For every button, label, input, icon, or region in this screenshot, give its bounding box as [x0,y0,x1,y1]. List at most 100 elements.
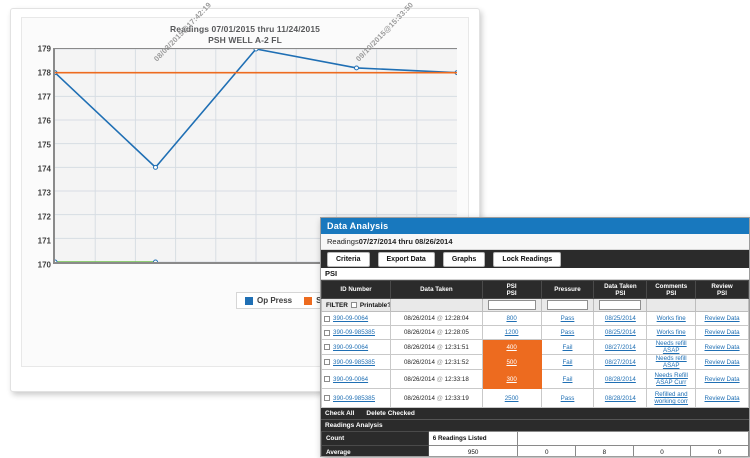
data-taken-psi-link[interactable]: 08/25/2014 [604,315,636,322]
column-header[interactable]: Data Taken [390,280,483,299]
summary-value: 950 [427,445,519,456]
id-number-link[interactable]: 390-09-0064 [333,343,369,351]
row-select-checkbox[interactable] [324,359,330,365]
data-taken-psi-link[interactable]: 08/28/2014 [604,375,636,383]
table-action-bar: Check All Delete Checked [321,408,749,419]
cell-data-taken-psi: 08/25/2014 [593,311,648,326]
comments-link[interactable]: Works fine [656,315,686,322]
cell-id-number: 390-09-0064 [321,369,392,389]
filter-input[interactable] [546,300,589,310]
dialog-date-range: 07/27/2014 thru 08/26/2014 [358,237,453,246]
review-data-link[interactable]: Review Data [704,343,740,351]
column-header-line1: Pressure [554,286,581,293]
filter-cell-empty [390,298,483,312]
chart-y-tick: 174 [37,164,51,174]
review-data-link[interactable]: Review Data [704,329,740,336]
filter-row: FILTER Printable? [321,298,749,312]
table-row: 390-09-985385 08/26/2014 @ 12:33:19 2500 Pa… [321,388,749,408]
filter-cell [646,298,697,312]
table-header-row: ID Number Data Taken PSI PSI Pressure Data Ta… [321,280,749,299]
id-number-link[interactable]: 390-09-0064 [333,315,369,322]
comments-link[interactable]: Refilled and working corr [654,391,689,405]
review-data-link[interactable]: Review Data [704,358,740,366]
data-taken-psi-link[interactable]: 08/28/2014 [604,394,636,402]
review-data-link[interactable]: Review Data [704,394,740,402]
psi-value-link[interactable]: 800 [506,315,517,322]
dialog-toolbar: Criteria Export Data Graphs Lock Readings [321,250,749,268]
id-number-link[interactable]: 390-09-0064 [333,375,369,383]
column-header[interactable]: Pressure [540,280,595,299]
column-header-line1: Data Taken [420,286,453,293]
cell-pressure: Fail [540,339,595,355]
psi-value-link[interactable]: 300 [506,375,517,383]
lock-readings-button[interactable]: Lock Readings [493,251,562,267]
comments-link[interactable]: Needs refill ASAP [655,340,687,354]
dialog-subtitle-prefix: Readings [327,237,359,246]
column-header-line2: PSI [506,289,517,297]
column-header[interactable]: Review PSI [695,280,749,299]
export-data-button[interactable]: Export Data [377,251,435,267]
psi-value-link[interactable]: 2500 [504,394,519,402]
review-data-link[interactable]: Review Data [704,315,740,322]
check-all-action[interactable]: Check All [325,410,355,417]
psi-value-link[interactable]: 1200 [504,329,519,336]
cell-review: Review Data [695,388,749,408]
row-select-checkbox[interactable] [324,376,330,382]
chart-window: Readings 07/01/2015 thru 11/24/2015 PSH … [10,0,480,392]
psi-value-link[interactable]: 500 [506,358,517,366]
cell-data-taken: 08/26/2014 @ 12:28:04 [390,311,483,326]
summary-label: Average [321,445,429,456]
filter-input[interactable] [487,300,536,310]
column-header-line2: PSI [717,289,728,297]
table-row: 390-09-0064 08/26/2014 @ 12:31:51 400 Fail 0… [321,339,749,355]
column-header-line2: PSI [666,289,677,297]
criteria-button[interactable]: Criteria [327,251,370,267]
data-taken-psi-link[interactable]: 08/27/2014 [604,358,636,366]
readings-analysis-text: Readings Analysis [325,422,383,429]
cell-psi-value: 2500 [481,388,542,408]
row-select-checkbox[interactable] [324,395,330,401]
column-header[interactable]: PSI PSI [481,280,542,299]
row-select-checkbox[interactable] [324,344,330,350]
column-header[interactable]: Data Taken PSI [593,280,648,299]
chart-y-tick: 172 [37,212,51,222]
cell-psi-value: 800 [481,311,542,326]
pressure-link[interactable]: Pass [560,315,575,322]
id-number-link[interactable]: 390-09-985385 [333,329,375,336]
summary-value: 0 [690,445,749,456]
pressure-link[interactable]: Fail [562,375,573,383]
cell-id-number: 390-09-985385 [321,388,392,408]
psi-value-link[interactable]: 400 [506,343,517,351]
cell-comments: Works fine [646,325,697,340]
column-header[interactable]: Comments PSI [646,280,697,299]
cell-data-taken: 08/26/2014 @ 12:28:05 [390,325,483,340]
column-header[interactable]: ID Number [321,280,392,299]
data-taken-psi-link[interactable]: 08/27/2014 [604,343,636,351]
delete-checked-action[interactable]: Delete Checked [366,410,415,417]
id-number-link[interactable]: 390-09-985385 [333,394,375,402]
table-row: 390-09-0064 08/26/2014 @ 12:28:04 800 Pass 0… [321,311,749,326]
data-analysis-dialog: Data Analysis Readings 07/27/2014 thru 0… [320,217,750,457]
comments-link[interactable]: Works fine [656,329,686,336]
legend-swatch-icon [304,296,313,305]
cell-data-taken: 08/26/2014 @ 12:33:18 [390,369,483,389]
row-select-checkbox[interactable] [324,315,330,322]
summary-value: 8 [575,445,634,456]
comments-link[interactable]: Needs refill ASAP [655,355,687,369]
pressure-link[interactable]: Fail [562,343,573,351]
at-symbol: @ [436,329,445,336]
review-data-link[interactable]: Review Data [704,375,740,383]
comments-link[interactable]: Needs Refill ASAP Curr [654,372,688,386]
pressure-link[interactable]: Pass [560,329,575,336]
graphs-button[interactable]: Graphs [442,251,486,267]
pressure-link[interactable]: Fail [562,358,573,366]
printable-checkbox[interactable] [350,302,357,308]
id-number-link[interactable]: 390-09-985385 [333,358,375,366]
pressure-link[interactable]: Pass [560,394,575,402]
filter-input[interactable] [599,300,642,310]
row-select-checkbox[interactable] [324,329,330,336]
chart-title-line1: Readings 07/01/2015 thru 11/24/2015 [170,24,320,34]
cell-comments: Needs Refill ASAP Curr [646,369,697,389]
data-taken-psi-link[interactable]: 08/25/2014 [604,329,636,336]
